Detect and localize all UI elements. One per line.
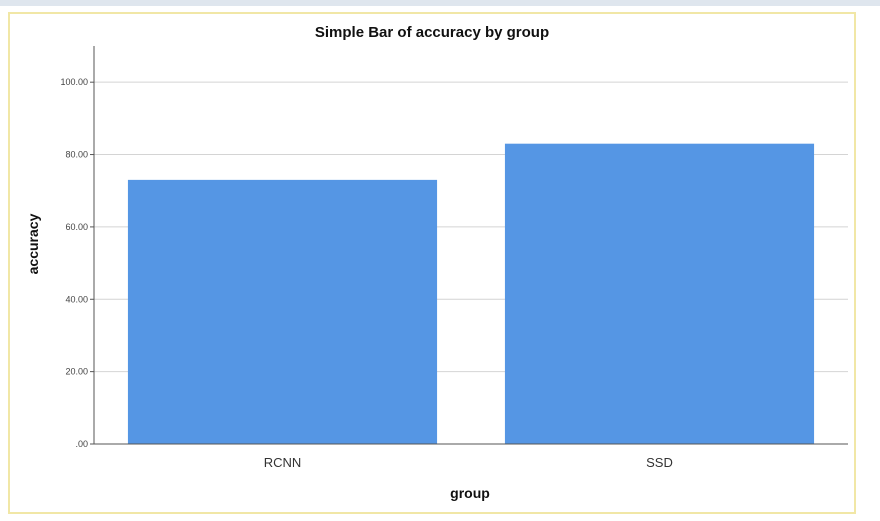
y-tick-label: 60.00 bbox=[65, 222, 88, 232]
bar-rcnn bbox=[127, 179, 438, 444]
y-tick-label: 80.00 bbox=[65, 150, 88, 160]
bars bbox=[127, 143, 815, 444]
x-axis-title: group bbox=[450, 485, 490, 501]
y-tick-label: .00 bbox=[75, 439, 88, 449]
chart-title: Simple Bar of accuracy by group bbox=[315, 24, 549, 41]
y-axis-title: accuracy bbox=[25, 213, 41, 274]
bar-ssd bbox=[504, 143, 815, 444]
x-tick-label: SSD bbox=[646, 455, 673, 470]
y-tick-label: 100.00 bbox=[60, 77, 88, 87]
window-top-strip bbox=[0, 0, 880, 6]
y-tick-label: 20.00 bbox=[65, 367, 88, 377]
x-tick-label: RCNN bbox=[264, 455, 302, 470]
y-axis-ticks: .00 20.00 40.00 60.00 80.00 100.00 bbox=[60, 77, 94, 449]
y-tick-label: 40.00 bbox=[65, 294, 88, 304]
x-axis-ticks: RCNN SSD bbox=[264, 455, 673, 470]
